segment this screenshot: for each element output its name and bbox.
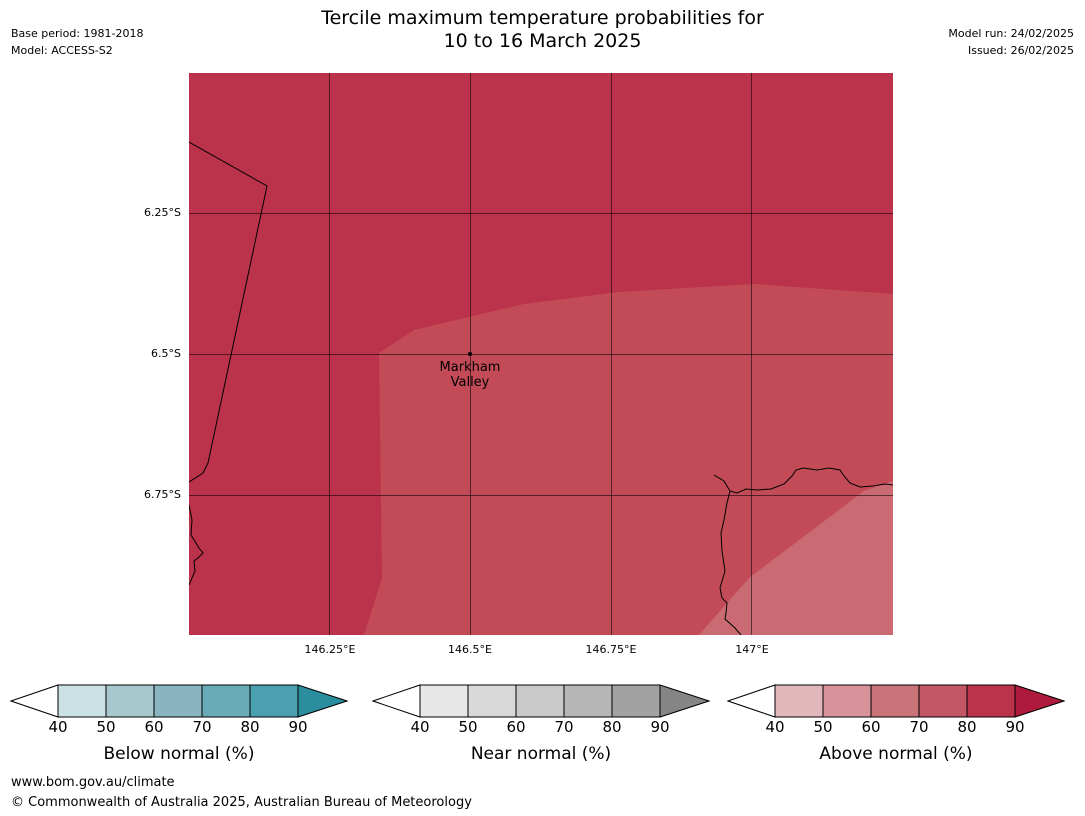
colorbar-near-normal-low-extend — [372, 684, 421, 718]
lat-label-6-75: 6.75°S — [144, 488, 181, 501]
probability-map[interactable] — [189, 73, 893, 635]
colorbar-below-normal-label: Below normal (%) — [103, 744, 255, 764]
lat-label-6-25: 6.25°S — [144, 206, 181, 219]
colorbar-above-normal-tick-40: 40 — [765, 718, 785, 736]
lon-label-146-75: 146.75°E — [585, 643, 637, 656]
colorbar-above-normal-tick-70: 70 — [909, 718, 929, 736]
colorbar-below-normal-tick-80: 80 — [240, 718, 260, 736]
lon-label-146-25: 146.25°E — [304, 643, 356, 656]
colorbar-above-normal: 40 50 60 70 80 90 — [727, 684, 1065, 738]
footer-url[interactable]: www.bom.gov.au/climate — [11, 775, 175, 790]
colorbar-above-normal-swatch-80-90 — [966, 684, 1016, 718]
colorbar-below-normal: 40 50 60 70 80 90 — [10, 684, 348, 738]
place-name-line-2: Valley — [450, 375, 490, 390]
colorbar-above-normal-low-extend — [727, 684, 776, 718]
lon-label-146-5: 146.5°E — [448, 643, 492, 656]
colorbar-above-normal-swatch-70-80 — [918, 684, 968, 718]
header-right-meta: Model run: 24/02/2025 Issued: 26/02/2025 — [948, 25, 1074, 59]
colorbar-near-normal-high-extend — [659, 684, 710, 718]
colorbar-below-normal-swatch-70-80 — [201, 684, 251, 718]
colorbar-below-normal-tick-50: 50 — [96, 718, 116, 736]
colorbar-below-normal-swatches — [10, 684, 348, 718]
region-60-70 — [699, 481, 893, 635]
colorbar-near-normal-ticks: 40 50 60 70 80 90 — [372, 718, 710, 738]
title-line-2: 10 to 16 March 2025 — [443, 30, 642, 52]
colorbar-near-normal-swatch-50-60 — [467, 684, 517, 718]
colorbar-below-normal-swatch-50-60 — [105, 684, 155, 718]
colorbar-near-normal-tick-40: 40 — [410, 718, 430, 736]
colorbar-below-normal-swatch-80-90 — [249, 684, 299, 718]
colorbar-near-normal-tick-80: 80 — [602, 718, 622, 736]
colorbar-near-normal: 40 50 60 70 80 90 — [372, 684, 710, 738]
map-title: Tercile maximum temperature probabilitie… — [0, 7, 1085, 53]
place-name-line-1: Markham — [439, 360, 501, 375]
colorbar-above-normal-swatch-60-70 — [870, 684, 920, 718]
model-text: Model: ACCESS-S2 — [11, 44, 113, 57]
place-label-markham-valley: Markham Valley — [410, 360, 530, 390]
footer-copyright: © Commonwealth of Australia 2025, Austra… — [11, 795, 472, 810]
colorbar-above-normal-tick-80: 80 — [957, 718, 977, 736]
colorbar-above-normal-ticks: 40 50 60 70 80 90 — [727, 718, 1065, 738]
header-left-meta: Base period: 1981-2018 Model: ACCESS-S2 — [11, 25, 143, 59]
colorbar-near-normal-tick-90: 90 — [650, 718, 670, 736]
colorbar-below-normal-tick-60: 60 — [144, 718, 164, 736]
colorbar-above-normal-label: Above normal (%) — [819, 744, 973, 764]
colorbar-below-normal-low-extend — [10, 684, 59, 718]
colorbar-above-normal-swatch-50-60 — [822, 684, 872, 718]
title-line-1: Tercile maximum temperature probabilitie… — [321, 7, 764, 29]
colorbar-near-normal-swatches — [372, 684, 710, 718]
colorbar-above-normal-high-extend — [1014, 684, 1065, 718]
colorbar-below-normal-ticks: 40 50 60 70 80 90 — [10, 718, 348, 738]
colorbar-above-normal-tick-90: 90 — [1005, 718, 1025, 736]
colorbar-below-normal-tick-70: 70 — [192, 718, 212, 736]
model-run-text: Model run: 24/02/2025 — [948, 27, 1074, 40]
colorbar-below-normal-tick-90: 90 — [288, 718, 308, 736]
colorbar-near-normal-swatch-70-80 — [563, 684, 613, 718]
region-70-80 — [364, 284, 893, 635]
colorbar-near-normal-swatch-60-70 — [515, 684, 565, 718]
colorbar-below-normal-swatch-60-70 — [153, 684, 203, 718]
coastline-boundaries — [189, 141, 893, 635]
colorbar-near-normal-tick-50: 50 — [458, 718, 478, 736]
colorbar-above-normal-swatch-40-50 — [774, 684, 824, 718]
colorbar-above-normal-tick-50: 50 — [813, 718, 833, 736]
colorbar-near-normal-tick-60: 60 — [506, 718, 526, 736]
map-canvas — [189, 73, 893, 635]
base-period-text: Base period: 1981-2018 — [11, 27, 144, 40]
colorbar-near-normal-swatch-80-90 — [611, 684, 661, 718]
colorbar-near-normal-swatch-40-50 — [419, 684, 469, 718]
colorbar-near-normal-tick-70: 70 — [554, 718, 574, 736]
colorbar-near-normal-label: Near normal (%) — [470, 744, 612, 764]
colorbar-above-normal-tick-60: 60 — [861, 718, 881, 736]
graticule — [189, 73, 893, 635]
lat-label-6-5: 6.5°S — [151, 347, 181, 360]
location-dot-icon — [468, 352, 472, 356]
colorbar-below-normal-tick-40: 40 — [48, 718, 68, 736]
colorbar-below-normal-swatch-40-50 — [57, 684, 107, 718]
colorbar-below-normal-high-extend — [297, 684, 348, 718]
colorbar-above-normal-swatches — [727, 684, 1065, 718]
lon-label-147: 147°E — [735, 643, 769, 656]
issued-text: Issued: 26/02/2025 — [967, 44, 1074, 57]
